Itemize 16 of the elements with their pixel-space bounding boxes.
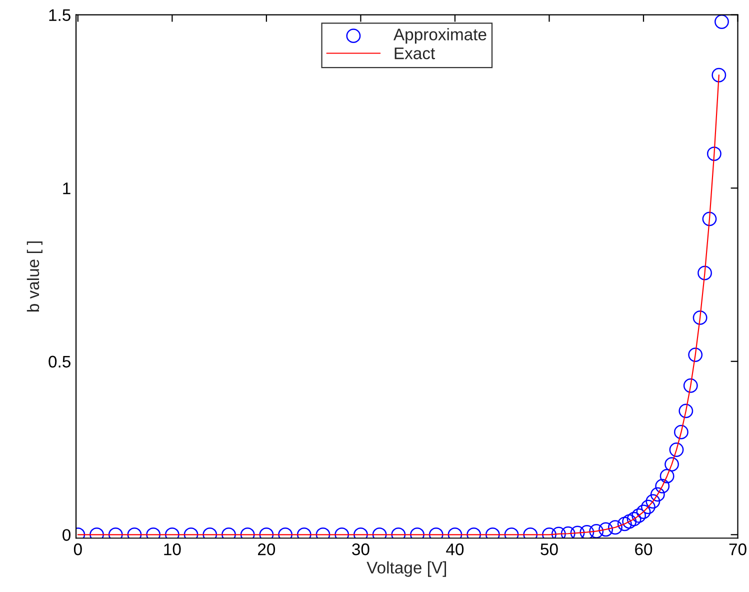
y-tick-label: 1 xyxy=(63,182,70,194)
y-tick-label: 0 xyxy=(62,529,71,541)
y-tick-label: 1.5 xyxy=(49,9,70,22)
legend-label: Exact xyxy=(394,48,436,60)
x-tick-label: 40 xyxy=(446,543,464,556)
x-axis-title: Voltage [V] xyxy=(366,561,446,577)
x-tick-label: 50 xyxy=(540,543,558,556)
x-tick-label: 10 xyxy=(164,543,181,556)
x-tick-label: 20 xyxy=(258,543,276,556)
x-tick-label: 0 xyxy=(74,543,82,556)
y-tick-label: 0.5 xyxy=(48,356,70,368)
legend-label: Approximate xyxy=(393,28,486,44)
x-tick-label: 70 xyxy=(729,543,746,556)
y-axis-title: b value [ ] xyxy=(26,242,42,312)
x-tick-label: 30 xyxy=(352,543,370,556)
x-tick-label: 60 xyxy=(635,543,652,556)
